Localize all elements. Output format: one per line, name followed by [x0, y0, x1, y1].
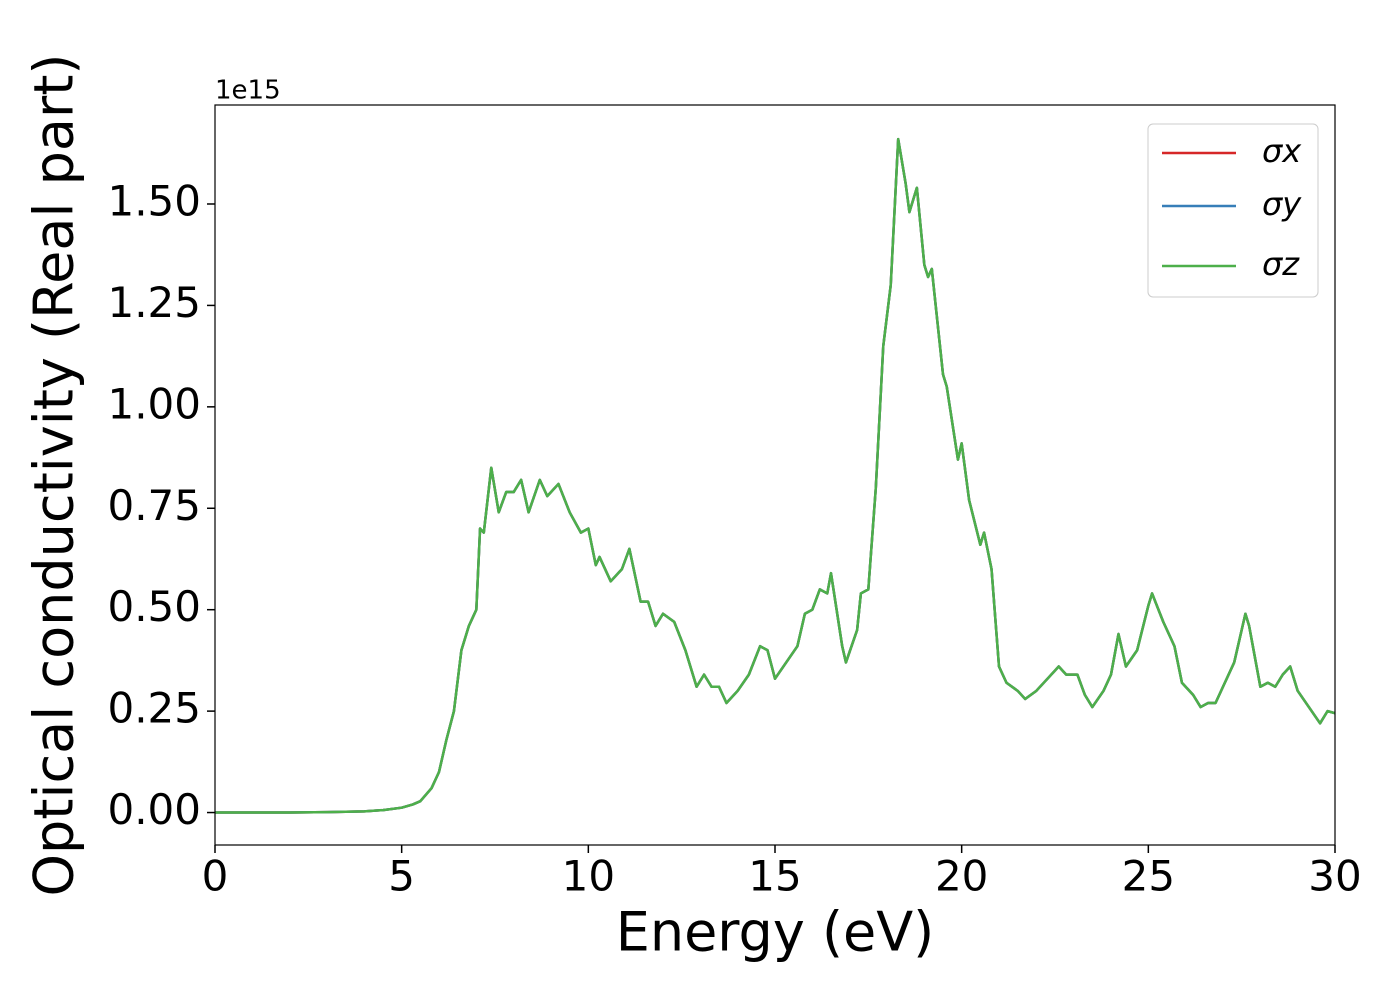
x-tick-label: 25 — [1122, 852, 1175, 901]
legend-box — [1147, 123, 1319, 298]
y-offset-text: 1e15 — [215, 76, 281, 106]
y-tick-label: 1.25 — [107, 278, 201, 327]
y-tick-label: 0.75 — [107, 481, 201, 530]
legend-label: σz — [1262, 245, 1300, 283]
x-axis-label: Energy (eV) — [616, 901, 935, 964]
x-tick-label: 5 — [388, 852, 415, 901]
y-tick-label: 0.25 — [107, 684, 201, 733]
x-tick-label: 30 — [1308, 852, 1361, 901]
y-tick-label: 1.00 — [107, 379, 201, 428]
legend-label: σy — [1262, 185, 1302, 223]
y-axis-label: Optical conductivity (Real part) — [23, 54, 86, 897]
legend-label: σx — [1262, 132, 1302, 170]
y-tick-label: 0.00 — [107, 785, 201, 834]
axes-frame — [214, 104, 1336, 846]
y-tick-label: 1.50 — [107, 176, 201, 225]
legend: σx σy σz — [1147, 123, 1319, 298]
x-tick-label: 20 — [935, 852, 988, 901]
y-tick-label: 0.50 — [107, 582, 201, 631]
x-tick-label: 15 — [748, 852, 801, 901]
series-line — [215, 137, 1336, 814]
x-tick-label: 0 — [202, 852, 229, 901]
x-tick-label: 10 — [562, 852, 615, 901]
